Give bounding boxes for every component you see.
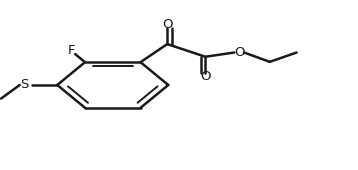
Text: S: S [20,79,29,91]
Text: F: F [68,44,75,57]
Text: O: O [234,46,245,59]
Text: O: O [162,18,173,31]
Text: O: O [200,70,211,83]
